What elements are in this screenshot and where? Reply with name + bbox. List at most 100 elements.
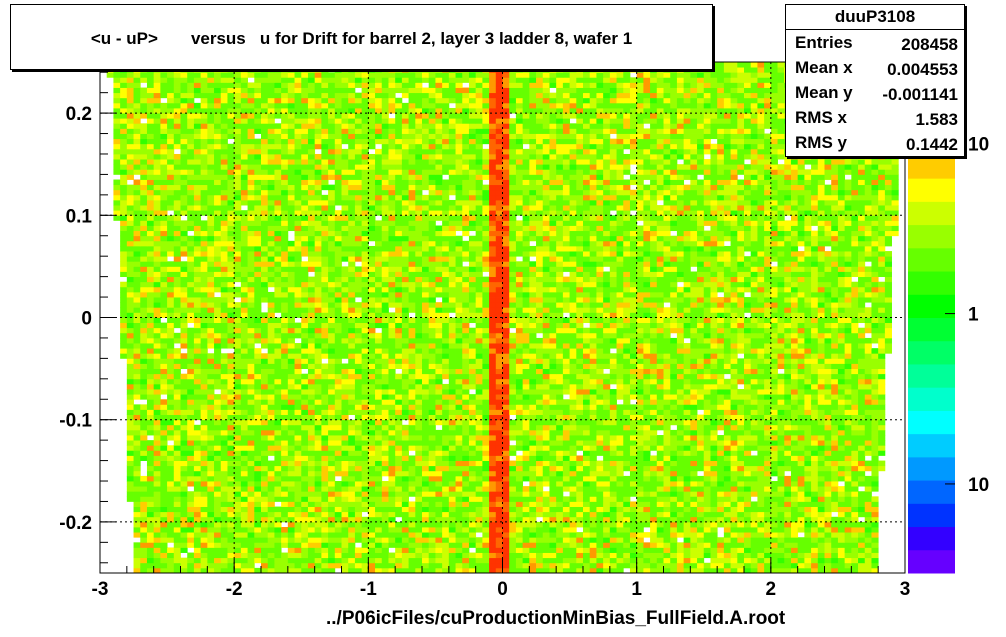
heatmap-cell xyxy=(569,547,577,553)
heatmap-cell xyxy=(643,542,651,548)
heatmap-cell xyxy=(562,373,570,380)
heatmap-cell xyxy=(354,419,363,426)
heatmap-cell xyxy=(341,501,349,507)
heatmap-cell xyxy=(542,404,550,410)
heatmap-cell xyxy=(556,465,564,472)
heatmap-cell xyxy=(234,445,242,451)
heatmap-cell xyxy=(536,557,544,564)
heatmap-cell xyxy=(442,465,450,472)
heatmap-cell xyxy=(576,486,584,492)
heatmap-cell xyxy=(468,532,477,538)
heatmap-cell xyxy=(422,394,430,400)
heatmap-cell xyxy=(274,516,282,523)
heatmap-cell xyxy=(629,424,638,431)
heatmap-cell xyxy=(354,547,363,553)
heatmap-cell xyxy=(629,521,638,528)
heatmap-cell xyxy=(442,511,450,518)
heatmap-cell xyxy=(737,368,745,375)
heatmap-cell xyxy=(160,455,168,461)
heatmap-cell xyxy=(301,435,309,441)
heatmap-cell xyxy=(831,348,839,354)
heatmap-cell xyxy=(549,506,557,513)
heatmap-cell xyxy=(542,445,550,451)
heatmap-cell xyxy=(187,343,195,349)
heatmap-cell xyxy=(167,557,175,564)
heatmap-cell xyxy=(515,470,524,477)
heatmap-cell xyxy=(683,481,691,487)
heatmap-cell xyxy=(234,429,242,436)
heatmap-cell xyxy=(556,557,564,564)
heatmap-cell xyxy=(723,378,731,385)
heatmap-cell xyxy=(428,429,436,436)
heatmap-cell xyxy=(797,455,805,461)
heatmap-cell xyxy=(455,404,463,410)
heatmap-cell xyxy=(784,378,792,385)
heatmap-cell xyxy=(133,501,141,507)
heatmap-cell xyxy=(274,491,282,497)
heatmap-cell xyxy=(200,414,208,421)
heatmap-cell xyxy=(596,435,604,441)
heatmap-cell xyxy=(603,506,611,513)
heatmap-cell xyxy=(515,537,524,543)
heatmap-cell xyxy=(522,435,530,441)
heatmap-cell xyxy=(240,383,248,390)
heatmap-cell xyxy=(173,470,181,477)
heatmap-cell xyxy=(220,358,228,364)
heatmap-cell xyxy=(536,542,544,548)
heatmap-cell xyxy=(489,562,497,569)
heatmap-cell xyxy=(173,496,181,502)
heatmap-cell xyxy=(811,343,819,349)
heatmap-cell xyxy=(784,465,792,472)
heatmap-cell xyxy=(354,445,363,451)
heatmap-cell xyxy=(583,562,591,569)
heatmap-cell xyxy=(583,532,591,538)
heatmap-cell xyxy=(596,343,604,349)
heatmap-cell xyxy=(334,450,342,456)
heatmap-cell xyxy=(475,552,483,559)
heatmap-cell xyxy=(871,465,879,472)
heatmap-cell xyxy=(569,562,577,569)
heatmap-cell xyxy=(583,404,591,410)
heatmap-cell xyxy=(811,429,819,436)
heatmap-cell xyxy=(220,557,228,564)
heatmap-cell xyxy=(656,368,664,375)
heatmap-cell xyxy=(562,404,570,410)
heatmap-cell xyxy=(784,552,792,559)
heatmap-cell xyxy=(475,527,483,533)
heatmap-cell xyxy=(207,424,215,431)
heatmap-cell xyxy=(254,445,262,451)
heatmap-cell xyxy=(811,532,819,538)
heatmap-cell xyxy=(817,552,825,559)
heatmap-cell xyxy=(281,557,289,564)
heatmap-cell xyxy=(455,521,463,528)
heatmap-cell xyxy=(428,394,436,400)
heatmap-cell xyxy=(442,537,450,543)
heatmap-cell xyxy=(650,424,658,431)
heatmap-cell xyxy=(710,547,718,553)
heatmap-cell xyxy=(227,537,235,543)
heatmap-cell xyxy=(307,455,316,461)
heatmap-cell xyxy=(381,368,389,375)
heatmap-cell xyxy=(395,353,403,359)
heatmap-cell xyxy=(730,455,738,461)
heatmap-cell xyxy=(603,394,611,400)
heatmap-cell xyxy=(522,552,530,559)
heatmap-cell xyxy=(381,481,389,487)
heatmap-cell xyxy=(603,409,611,415)
heatmap-cell xyxy=(737,470,745,477)
heatmap-cell xyxy=(583,481,591,487)
heatmap-cell xyxy=(254,373,262,380)
heatmap-cell xyxy=(583,521,591,528)
heatmap-cell xyxy=(589,363,597,369)
heatmap-cell xyxy=(375,527,383,533)
heatmap-cell xyxy=(354,435,363,441)
heatmap-cell xyxy=(361,460,369,467)
heatmap-cell xyxy=(569,445,577,451)
heatmap-cell xyxy=(656,409,664,415)
heatmap-cell xyxy=(529,527,537,533)
heatmap-cell xyxy=(650,404,658,410)
heatmap-cell xyxy=(676,435,685,441)
heatmap-cell xyxy=(690,532,698,538)
heatmap-cell xyxy=(468,506,477,513)
heatmap-cell xyxy=(502,404,510,410)
